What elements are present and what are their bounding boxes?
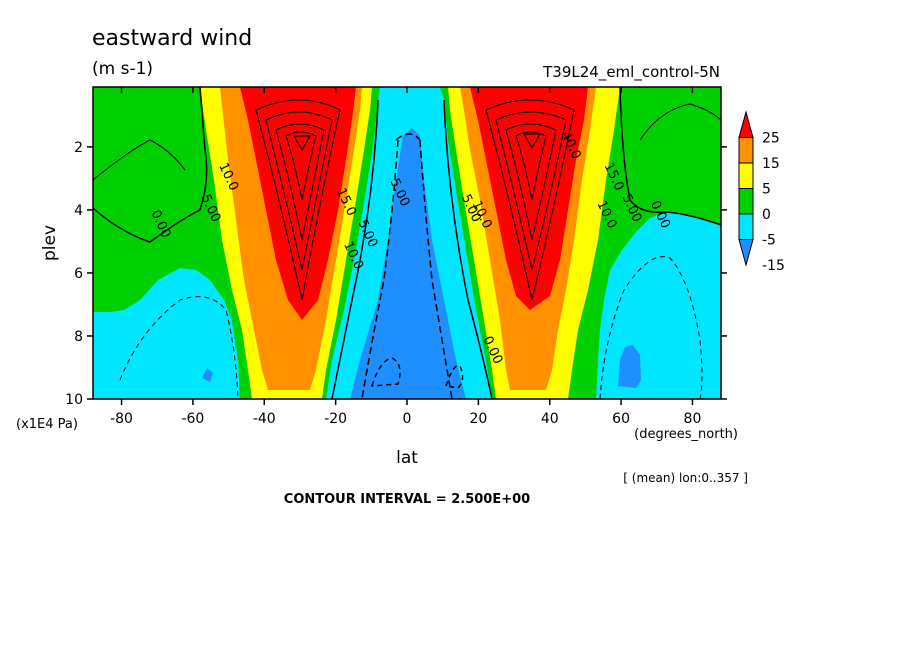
x-tick-label: 0 (403, 411, 412, 427)
run-label: T39L24_eml_control-5N (542, 63, 720, 82)
y-tick-label: 2 (74, 140, 83, 156)
chart-units: (m s-1) (92, 59, 153, 79)
x-tick-label: 60 (612, 411, 630, 427)
x-axis-label: lat (396, 448, 418, 468)
colorbar-label: 0 (762, 207, 771, 223)
colorbar-segment (738, 239, 754, 267)
x-tick-label: 40 (541, 411, 559, 427)
easterly-patch-east (618, 345, 641, 388)
x-axis-units: (degrees_north) (634, 427, 738, 442)
y-tick-label: 6 (74, 266, 83, 282)
x-tick-label: -60 (181, 411, 204, 427)
colorbar-label: 15 (762, 156, 780, 172)
x-tick-label: -80 (110, 411, 133, 427)
colorbar-label: -5 (762, 233, 776, 249)
colorbar-segment (738, 162, 754, 189)
y-axis-units: (x1E4 Pa) (16, 417, 78, 432)
x-tick-label: -20 (324, 411, 347, 427)
equatorial-easterly-region (350, 128, 466, 399)
y-tick-label: 8 (74, 329, 83, 345)
y-axis: 2 4 6 8 10 (65, 140, 727, 408)
contour-interval: CONTOUR INTERVAL = 2.500E+00 (284, 492, 530, 507)
easterly-patch-west (202, 368, 213, 382)
colorbar-label: 25 (762, 131, 780, 147)
y-tick-label: 10 (65, 392, 83, 408)
y-axis-label: plev (40, 225, 60, 261)
colorbar-segment (738, 137, 754, 164)
x-tick-label: 20 (469, 411, 487, 427)
x-tick-label: 80 (684, 411, 702, 427)
colorbar-label: 5 (762, 182, 771, 198)
averaging-note: [ (mean) lon:0..357 ] (623, 471, 748, 485)
y-tick-label: 4 (74, 203, 83, 219)
colorbar-label: -15 (762, 258, 785, 274)
colorbar-segment (738, 188, 754, 215)
colorbar-segment (738, 110, 754, 138)
colorbar-segment (738, 213, 754, 240)
colorbar: 25 15 5 0 -5 -15 (738, 110, 785, 274)
chart-title: eastward wind (92, 26, 252, 51)
x-axis: -80 -60 -40 -20 0 20 40 60 80 (110, 87, 701, 427)
contour-lines (92, 86, 722, 400)
jet-core-north (470, 87, 588, 310)
x-tick-label: -40 (253, 411, 276, 427)
